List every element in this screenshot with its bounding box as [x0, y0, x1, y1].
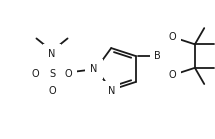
Text: O: O [48, 86, 56, 96]
Text: N: N [48, 49, 56, 59]
Text: B: B [154, 51, 161, 61]
Text: O: O [169, 70, 176, 80]
Text: O: O [31, 69, 39, 79]
Text: O: O [169, 32, 176, 42]
Text: S: S [49, 69, 55, 79]
Text: N: N [108, 86, 115, 96]
Text: N: N [90, 64, 98, 74]
Text: O: O [65, 69, 73, 79]
